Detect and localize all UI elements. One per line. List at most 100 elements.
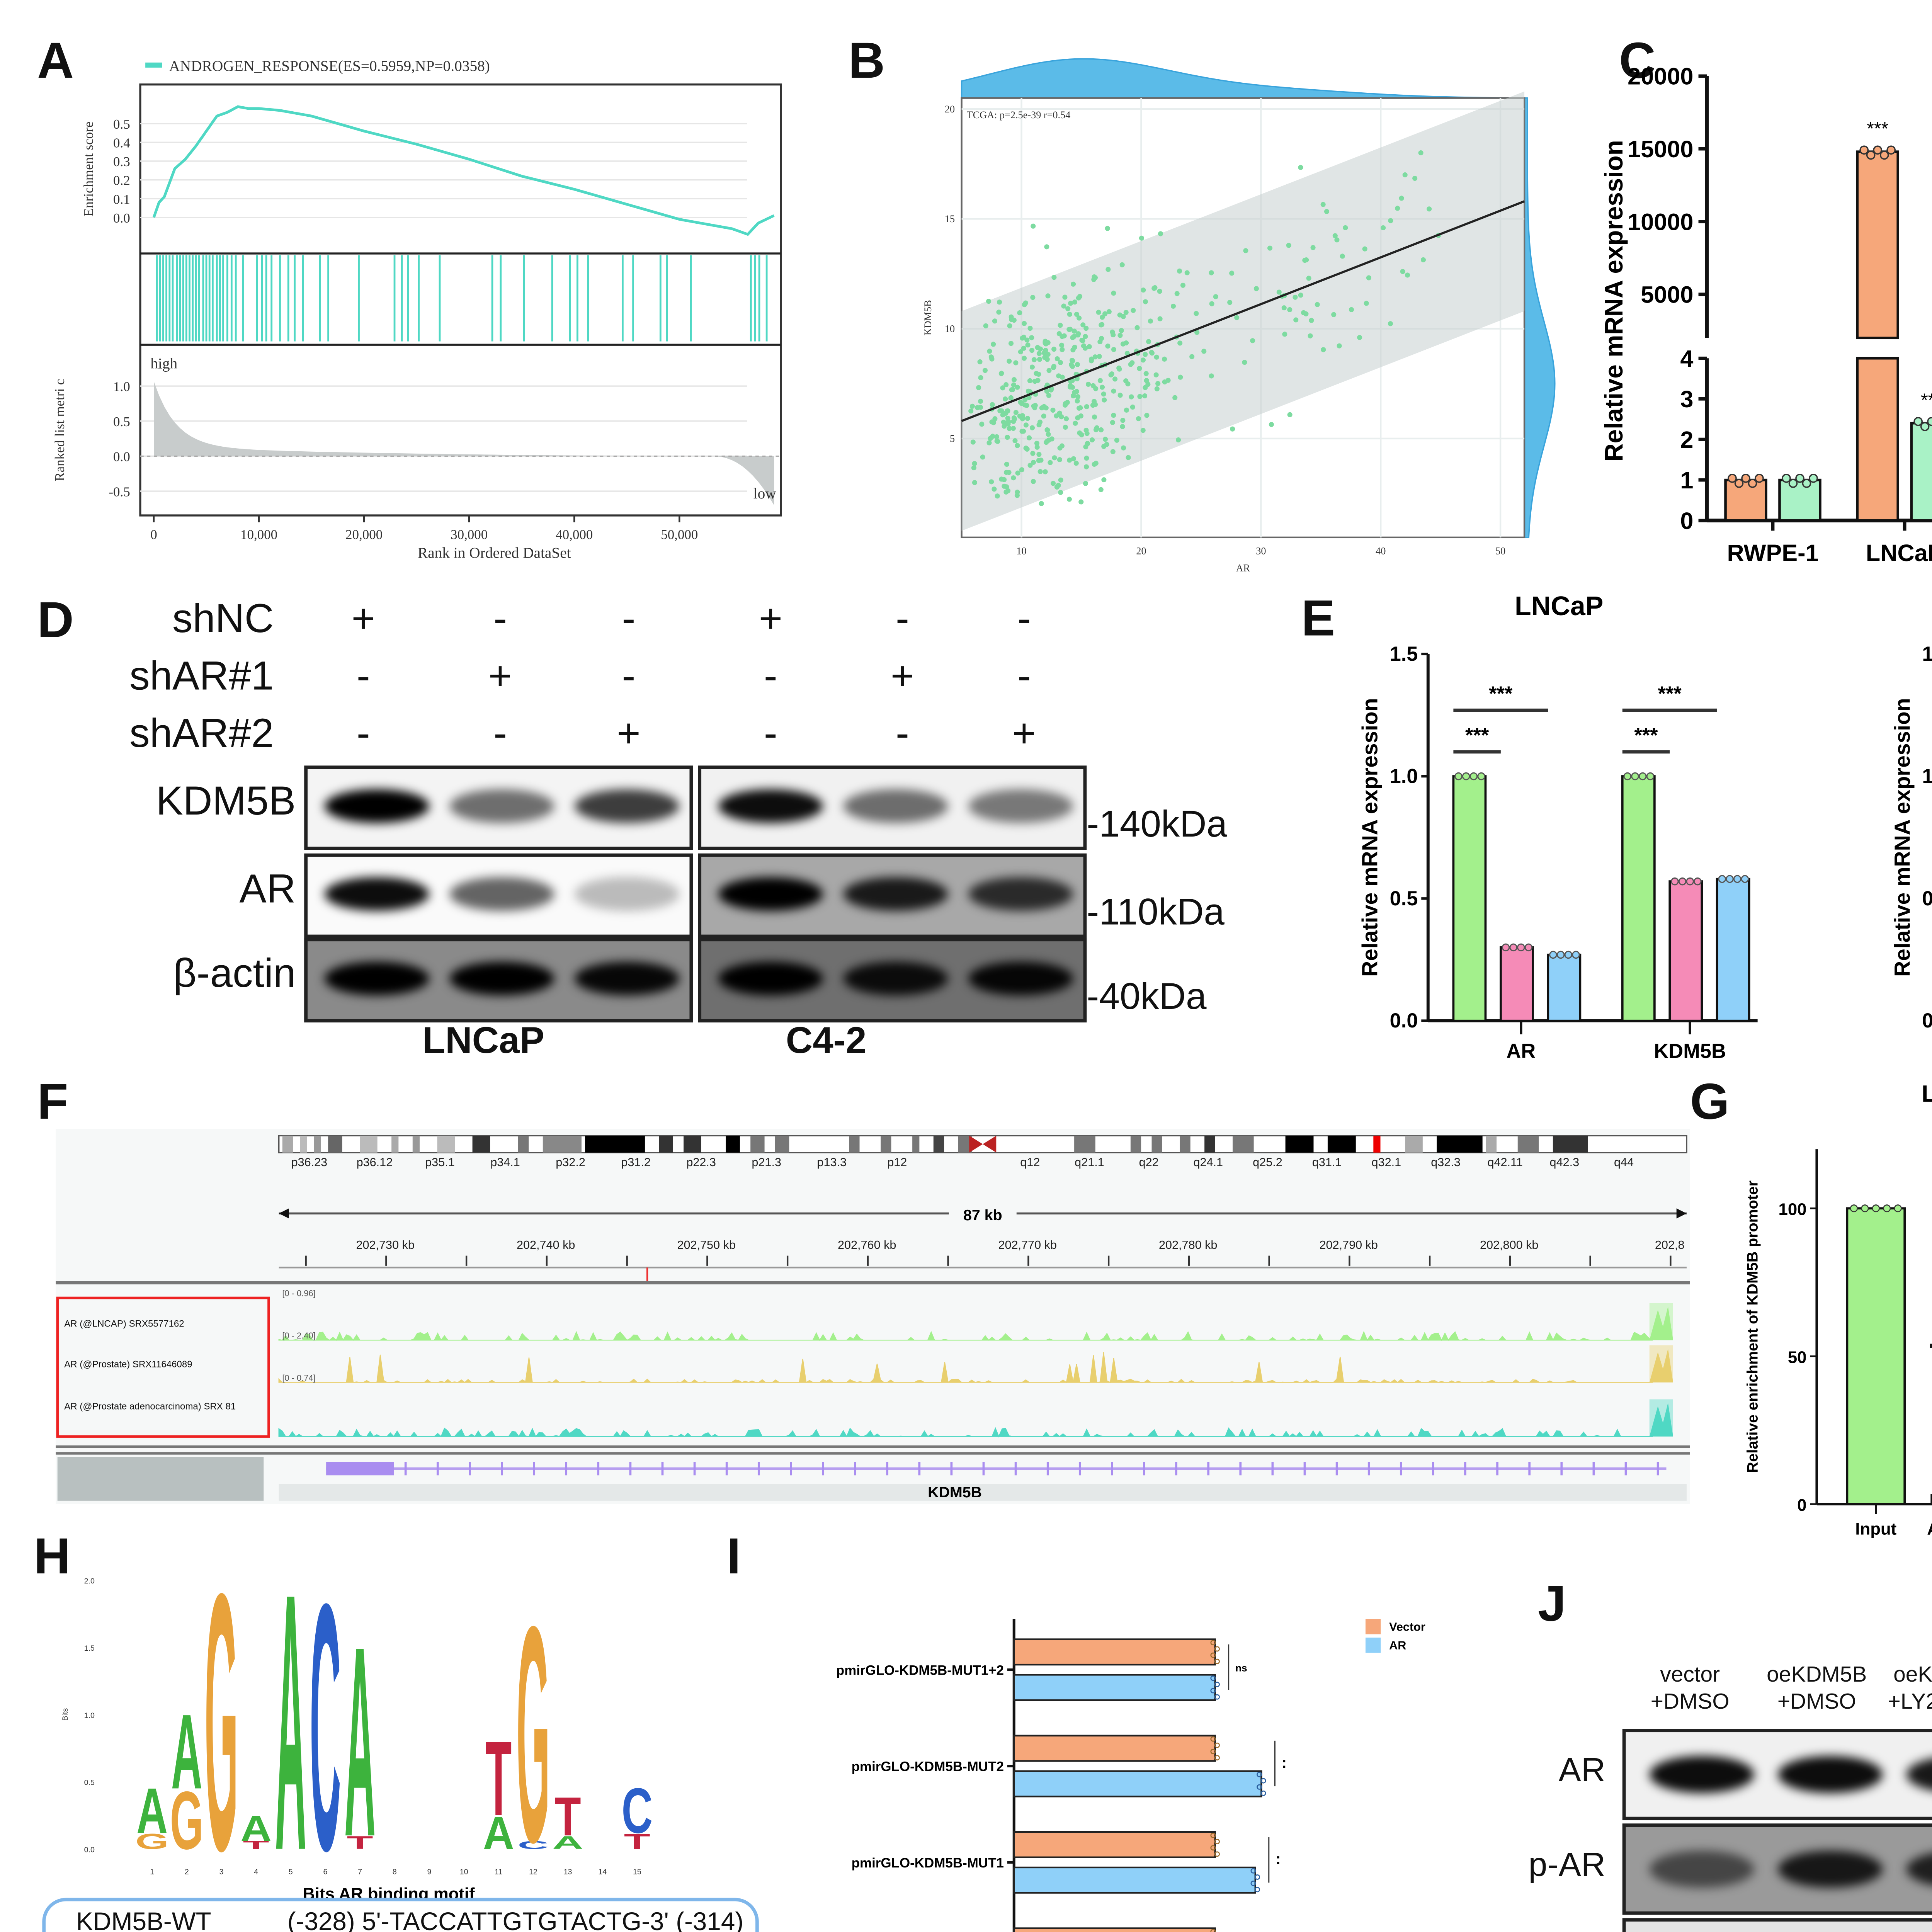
data-point	[1210, 1832, 1216, 1838]
scatter-point	[1123, 310, 1129, 315]
scatter-point	[1085, 440, 1090, 446]
scatter-point	[1427, 206, 1432, 212]
scatter-point	[1003, 489, 1009, 495]
y-tick-label: 1.0	[1922, 765, 1932, 787]
lane-label-line1: vector	[1660, 1661, 1720, 1687]
x-tick-label: 50,000	[661, 527, 698, 542]
logo-letter: T	[347, 1832, 373, 1853]
data-point	[1260, 1778, 1266, 1784]
bar-chart-c: 5000 10000 15000 20000 0 1 2 3 4 Relative mRNA ex…	[1600, 63, 1932, 566]
track-range: [0 - 0.74]	[282, 1373, 315, 1383]
scatter-point	[1105, 226, 1110, 231]
y-tick-label: 10	[945, 323, 955, 334]
scatter-point	[977, 359, 983, 364]
scatter-point	[1039, 501, 1044, 506]
scatter-point	[1143, 371, 1149, 376]
data-point	[1564, 951, 1573, 959]
cytoband	[933, 1136, 944, 1153]
scatter-point	[1051, 347, 1057, 352]
track-label-box	[56, 1296, 270, 1438]
scatter-point	[1091, 399, 1097, 404]
scatter-point	[992, 416, 998, 422]
scatter-point	[1293, 317, 1299, 323]
chart-title: LNCaP	[1922, 1081, 1932, 1107]
cytoband-label: p13.3	[817, 1156, 847, 1169]
coordinate-label: 202,760 kb	[838, 1238, 896, 1252]
scatter-point	[989, 356, 995, 362]
panel-i: I 0.00.51.01.52.0Firefly/Renilla(Normali…	[727, 1526, 1504, 1932]
scatter-point	[1152, 285, 1158, 291]
enrichment-curve	[152, 105, 775, 236]
scatter-point	[1157, 289, 1162, 294]
scatter-point	[1349, 307, 1354, 312]
scatter-point	[1126, 455, 1131, 460]
scatter-point	[1117, 333, 1123, 338]
scatter-point	[1060, 374, 1065, 380]
scatter-point	[1097, 378, 1103, 383]
cytoband	[1405, 1136, 1423, 1153]
scatter-point	[1075, 394, 1081, 400]
scatter-point	[1105, 344, 1111, 349]
condition-sign: -	[356, 711, 370, 757]
logo-letter: A	[240, 1808, 272, 1849]
scatter-point	[1070, 358, 1075, 364]
scatter-point	[1058, 477, 1063, 483]
scatter-point	[1087, 344, 1092, 349]
logo-letter: A	[552, 1832, 583, 1853]
scatter-point	[1005, 421, 1011, 427]
y-tick-label: 0.1	[113, 192, 130, 207]
scatter-point	[1088, 358, 1094, 364]
condition-label: shNC	[172, 596, 274, 643]
data-point	[1524, 943, 1533, 952]
blot-membrane	[304, 853, 693, 938]
scatter-point	[1019, 401, 1024, 406]
legend-label: Vector	[1389, 1621, 1425, 1634]
scatter-point	[1148, 318, 1153, 324]
scatter-point	[1075, 398, 1080, 404]
sequence-name: KDM5B-WT	[76, 1908, 211, 1932]
data-point	[1469, 772, 1478, 781]
cytoband	[314, 1136, 321, 1153]
scatter-point	[1121, 445, 1126, 451]
scatter-point	[1104, 442, 1109, 447]
scatter-point	[1154, 354, 1159, 360]
logo-letter: G	[135, 1829, 169, 1854]
x-tick-label: Anti-IgG	[1927, 1519, 1932, 1538]
scatter-point	[1276, 289, 1282, 295]
scatter-point	[1110, 420, 1116, 425]
x-tick-label: 0	[150, 527, 157, 542]
legend-swatch	[1365, 1638, 1381, 1653]
scatter-point	[1144, 378, 1149, 383]
scatter-point	[1083, 464, 1089, 469]
blot-membrane	[304, 938, 693, 1023]
scatter-point	[1106, 309, 1112, 315]
scatter-point	[1229, 270, 1235, 276]
scatter-point	[1035, 345, 1040, 350]
scatter-point	[1031, 357, 1037, 362]
scatter-point	[1098, 487, 1104, 492]
scatter-point	[1144, 413, 1150, 418]
cytoband	[726, 1136, 740, 1153]
protein-band	[968, 961, 1073, 996]
x-tick-label: 30	[1256, 546, 1266, 557]
significance-label: ns	[1235, 1662, 1247, 1674]
protein-band	[449, 789, 554, 823]
scatter-point	[1129, 360, 1135, 366]
x-tick-label: 40,000	[556, 527, 593, 542]
cytoband	[849, 1136, 860, 1153]
cytoband	[472, 1136, 490, 1153]
scatter-point	[1281, 305, 1287, 311]
scatter-point	[1092, 461, 1097, 467]
scatter-point	[1402, 172, 1408, 178]
scatter-point	[1007, 359, 1012, 364]
y-tick-label: 3	[1680, 386, 1693, 412]
scatter-point	[1044, 357, 1050, 362]
data-point	[1210, 1688, 1216, 1694]
cytoband-label: q32.3	[1431, 1156, 1461, 1169]
scatter-point	[1301, 310, 1306, 315]
y-tick-label: 0.5	[113, 414, 130, 429]
cytoband	[282, 1136, 293, 1153]
scatter-point	[1184, 270, 1190, 276]
cytoband	[1517, 1136, 1539, 1153]
protein-band	[718, 789, 823, 823]
